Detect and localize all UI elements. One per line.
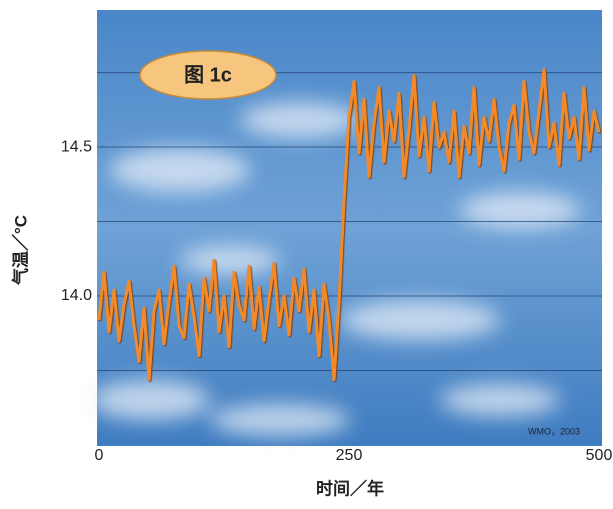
source: WMO，2003 [528, 426, 580, 436]
y-tick-label: 14.0 [61, 287, 92, 304]
x-tick-label: 0 [95, 447, 104, 464]
y-tick-label: 14.5 [61, 138, 92, 155]
annotation-badge [139, 50, 277, 100]
plot-background [90, 10, 602, 446]
x-tick-label: 250 [336, 447, 363, 464]
x-tick-label: 500 [586, 447, 613, 464]
data-line [97, 68, 601, 381]
y-axis-title: 气温／°C [10, 215, 30, 286]
x-axis-title: 时间／年 [316, 478, 384, 498]
annotation: 图 1c [184, 63, 232, 86]
